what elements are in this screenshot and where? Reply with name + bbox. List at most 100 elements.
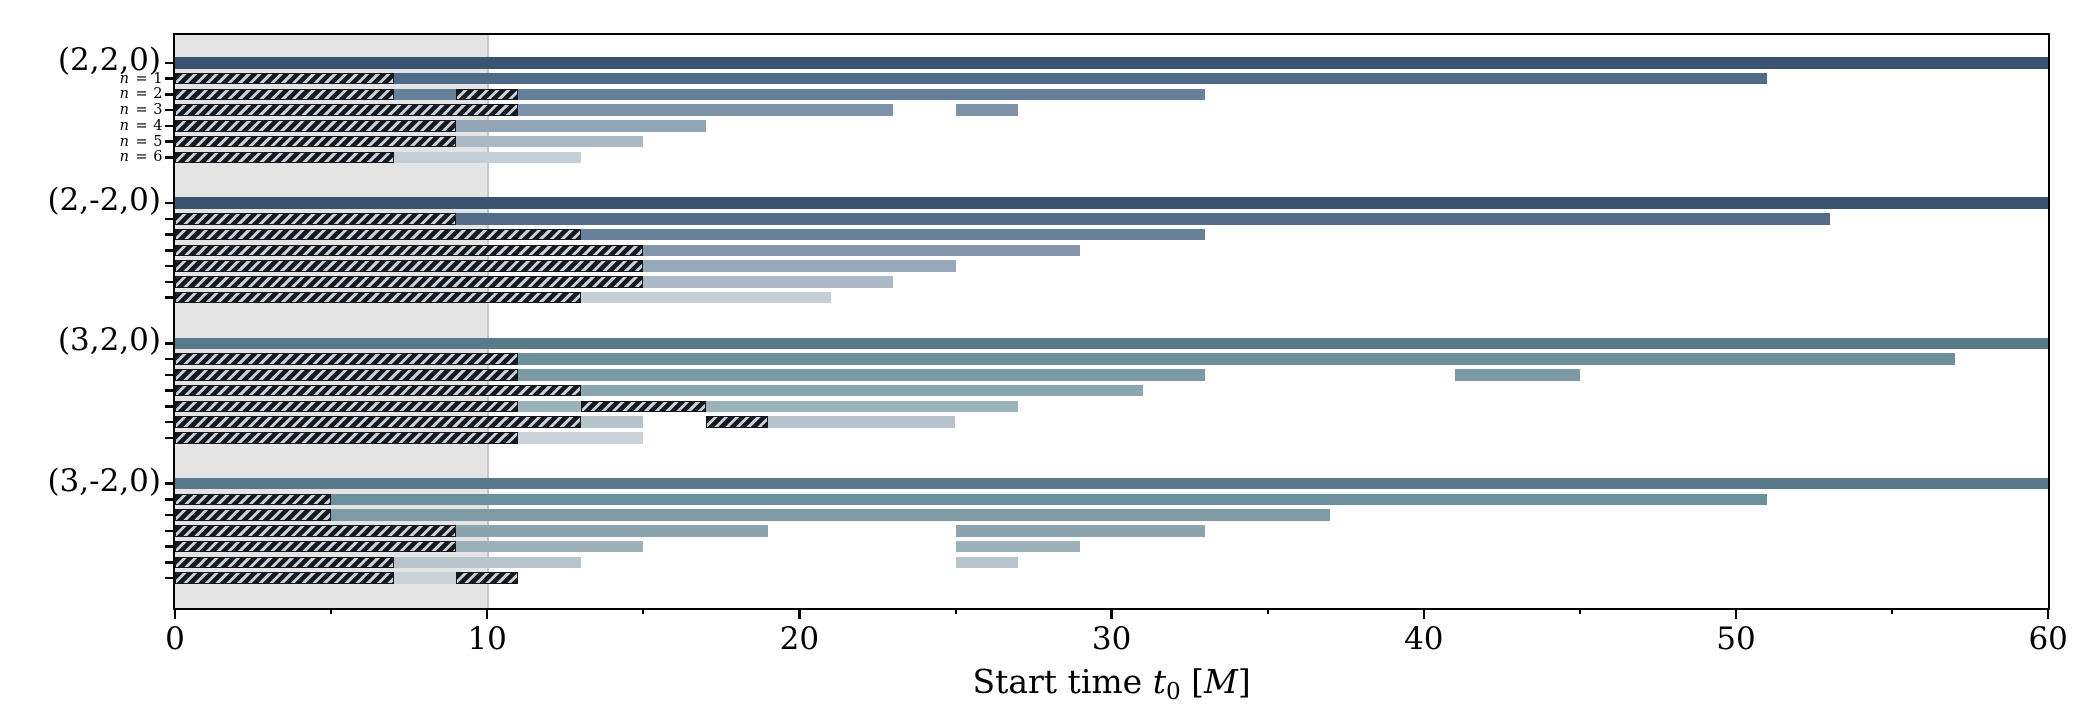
hatched-bar-segment xyxy=(175,88,394,101)
row-label-n4: n = 4 xyxy=(119,117,163,134)
y-tick xyxy=(165,124,175,128)
overtone-row-n2 xyxy=(165,227,2048,243)
overtone-row-n3 xyxy=(165,243,2048,259)
bar-segment xyxy=(955,540,1081,553)
hatched-bar-segment xyxy=(580,400,706,413)
overtone-row-n1 xyxy=(165,211,2048,227)
bar-segment xyxy=(175,228,1206,241)
x-tick-minor xyxy=(954,608,957,614)
overtone-row-n4: n = 4 xyxy=(120,118,2048,134)
overtone-row-n5 xyxy=(165,274,2048,290)
x-axis-label-part: M xyxy=(1204,662,1238,701)
x-axis: 0 10 20 30 40 50 60 xyxy=(165,608,2068,663)
y-tick xyxy=(165,140,175,143)
x-tick-minor xyxy=(330,608,333,614)
x-tick-major xyxy=(1110,608,1113,619)
bar-segment xyxy=(175,213,1830,225)
hatched-bar-segment xyxy=(455,572,519,584)
row-label-n1: n = 1 xyxy=(119,70,163,87)
x-tick-label: 40 xyxy=(1404,621,1444,657)
overtone-row-n6 xyxy=(165,430,2048,446)
x-tick-label: 30 xyxy=(1091,621,1132,657)
overtone-row-n1: n = 1 xyxy=(120,71,2048,87)
hatched-bar-segment xyxy=(175,369,519,381)
overtone-row-n5 xyxy=(165,555,2048,571)
y-tick xyxy=(165,156,175,159)
y-tick xyxy=(165,108,175,112)
overtone-row-n4 xyxy=(165,258,2048,274)
y-tick xyxy=(165,264,175,268)
x-tick-minor xyxy=(1891,608,1894,614)
y-tick xyxy=(165,561,175,564)
bar-segment xyxy=(955,525,1206,537)
bar-segment xyxy=(175,493,1768,506)
hatched-bar-segment xyxy=(175,416,581,428)
hatched-bar-segment xyxy=(705,416,769,428)
x-tick-label: 10 xyxy=(467,621,507,657)
overtone-row-n4 xyxy=(165,399,2048,415)
total-bar-segment xyxy=(175,57,2049,69)
hatched-bar-segment xyxy=(175,228,581,241)
y-tick xyxy=(165,342,175,345)
x-tick-label: 0 xyxy=(165,621,185,657)
row-label-n6: n = 6 xyxy=(119,149,163,166)
hatched-bar-segment xyxy=(175,509,332,521)
overtone-row-n2 xyxy=(165,507,2048,523)
x-axis-label-part: [ xyxy=(1180,662,1205,701)
hatched-bar-segment xyxy=(175,525,456,537)
overtone-row-n6: n = 6 xyxy=(120,150,2048,166)
group-total-row: (3,2,0) xyxy=(58,325,2049,356)
hatched-bar-segment xyxy=(175,572,394,584)
hatched-bar-segment xyxy=(175,135,456,148)
y-tick xyxy=(165,405,175,408)
y-tick xyxy=(165,233,175,236)
hatched-bar-segment xyxy=(175,120,456,132)
y-tick xyxy=(165,201,175,205)
hatched-bar-segment xyxy=(175,432,519,444)
x-tick-label: 20 xyxy=(779,621,820,657)
group-total-row: (3,-2,0) xyxy=(47,465,2049,496)
group-label: (2,2,0) xyxy=(57,41,161,78)
bar-segment xyxy=(955,104,1018,116)
group-label: (3,2,0) xyxy=(57,322,161,359)
x-axis-label: Start time t0 [M] xyxy=(175,662,2048,705)
overtone-row-n3 xyxy=(165,523,2048,539)
overtone-row-n6 xyxy=(165,290,2048,306)
y-tick xyxy=(165,217,175,221)
hatched-bar-segment xyxy=(455,88,519,101)
y-tick xyxy=(165,357,175,361)
row-label-n2: n = 2 xyxy=(119,86,163,103)
hatched-bar-segment xyxy=(175,213,456,225)
hatched-bar-segment xyxy=(175,556,394,569)
y-tick xyxy=(165,77,175,80)
group-label: (3,-2,0) xyxy=(47,462,161,499)
hatched-bar-segment xyxy=(175,72,394,85)
overtone-row-n3 xyxy=(165,383,2048,399)
overtone-row-n2 xyxy=(165,367,2048,383)
y-tick xyxy=(165,93,175,96)
y-tick xyxy=(165,373,175,377)
hatched-bar-segment xyxy=(175,540,456,553)
hatched-bar-segment xyxy=(175,276,644,288)
overtone-row-n1 xyxy=(165,351,2048,367)
overtone-row-n4 xyxy=(165,539,2048,555)
x-tick-major xyxy=(173,608,177,619)
total-bar-segment xyxy=(175,477,2049,490)
x-tick-major xyxy=(486,608,489,619)
total-bar-segment xyxy=(175,197,2049,209)
hatched-bar-segment xyxy=(175,400,519,413)
hatched-bar-segment xyxy=(175,493,332,506)
bar-segment xyxy=(175,104,894,116)
y-tick xyxy=(165,498,175,501)
bar-segment xyxy=(955,556,1018,569)
x-tick-label: 60 xyxy=(2028,621,2068,657)
y-tick xyxy=(165,529,175,533)
x-axis-label-part: Start time xyxy=(972,662,1153,701)
y-tick xyxy=(165,420,175,424)
y-tick xyxy=(165,389,175,392)
bar-segment xyxy=(175,72,1768,85)
row-label-n5: n = 5 xyxy=(119,133,163,150)
hatched-bar-segment xyxy=(175,291,581,304)
x-tick-major xyxy=(1734,608,1738,619)
